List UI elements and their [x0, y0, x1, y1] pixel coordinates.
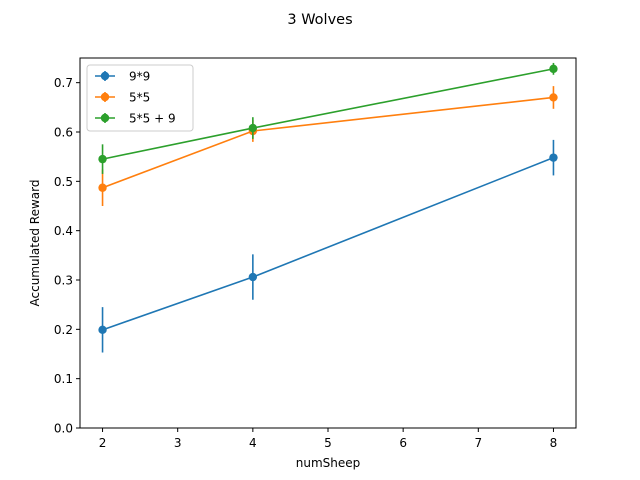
- data-point: [98, 325, 107, 335]
- series-2: [98, 62, 558, 174]
- y-tick-label: 0.7: [54, 76, 73, 90]
- data-point: [549, 93, 558, 102]
- x-tick-label: 7: [474, 436, 482, 450]
- y-tick-label: 0.0: [54, 422, 73, 436]
- legend-item: 9*9: [95, 70, 150, 84]
- y-tick-label: 0.3: [54, 274, 73, 288]
- x-tick-label: 5: [324, 436, 332, 450]
- data-point: [549, 153, 558, 162]
- data-point: [98, 154, 107, 164]
- data-point: [248, 272, 258, 282]
- x-tick-label: 8: [550, 436, 558, 450]
- data-point: [549, 64, 558, 74]
- x-axis: 2 3 4 5 6 7 8: [99, 428, 558, 450]
- y-axis: 0.0 0.1 0.2 0.3 0.4 0.5 0.6 0.7: [54, 76, 80, 436]
- legend-item: 5*5: [95, 91, 150, 105]
- legend-label: 5*5 + 9: [129, 112, 176, 126]
- x-axis-label: numSheep: [296, 456, 361, 470]
- x-tick-label: 3: [174, 436, 182, 450]
- series-0: [98, 139, 558, 353]
- chart-title: 3 Wolves: [287, 12, 352, 28]
- legend-box: [86, 64, 194, 132]
- legend-marker: [100, 113, 110, 123]
- legend-marker: [100, 71, 110, 81]
- legend: 9*9 5*5 5*5 + 9: [86, 64, 194, 132]
- y-tick-label: 0.5: [54, 175, 73, 189]
- x-tick-label: 2: [99, 436, 107, 450]
- data-point: [248, 123, 258, 133]
- x-tick-label: 6: [399, 436, 407, 450]
- y-tick-label: 0.2: [54, 323, 73, 337]
- legend-marker: [100, 92, 110, 102]
- series-line: [102, 156, 554, 331]
- series-layer: [98, 62, 558, 353]
- legend-item: 5*5 + 9: [95, 112, 176, 126]
- data-point: [98, 183, 107, 192]
- legend-label: 5*5: [129, 91, 150, 105]
- y-tick-label: 0.6: [54, 126, 73, 140]
- legend-label: 9*9: [129, 70, 150, 84]
- y-axis-label: Accumulated Reward: [28, 180, 42, 307]
- y-tick-label: 0.4: [54, 224, 73, 238]
- y-tick-label: 0.1: [54, 372, 73, 386]
- x-tick-label: 4: [249, 436, 257, 450]
